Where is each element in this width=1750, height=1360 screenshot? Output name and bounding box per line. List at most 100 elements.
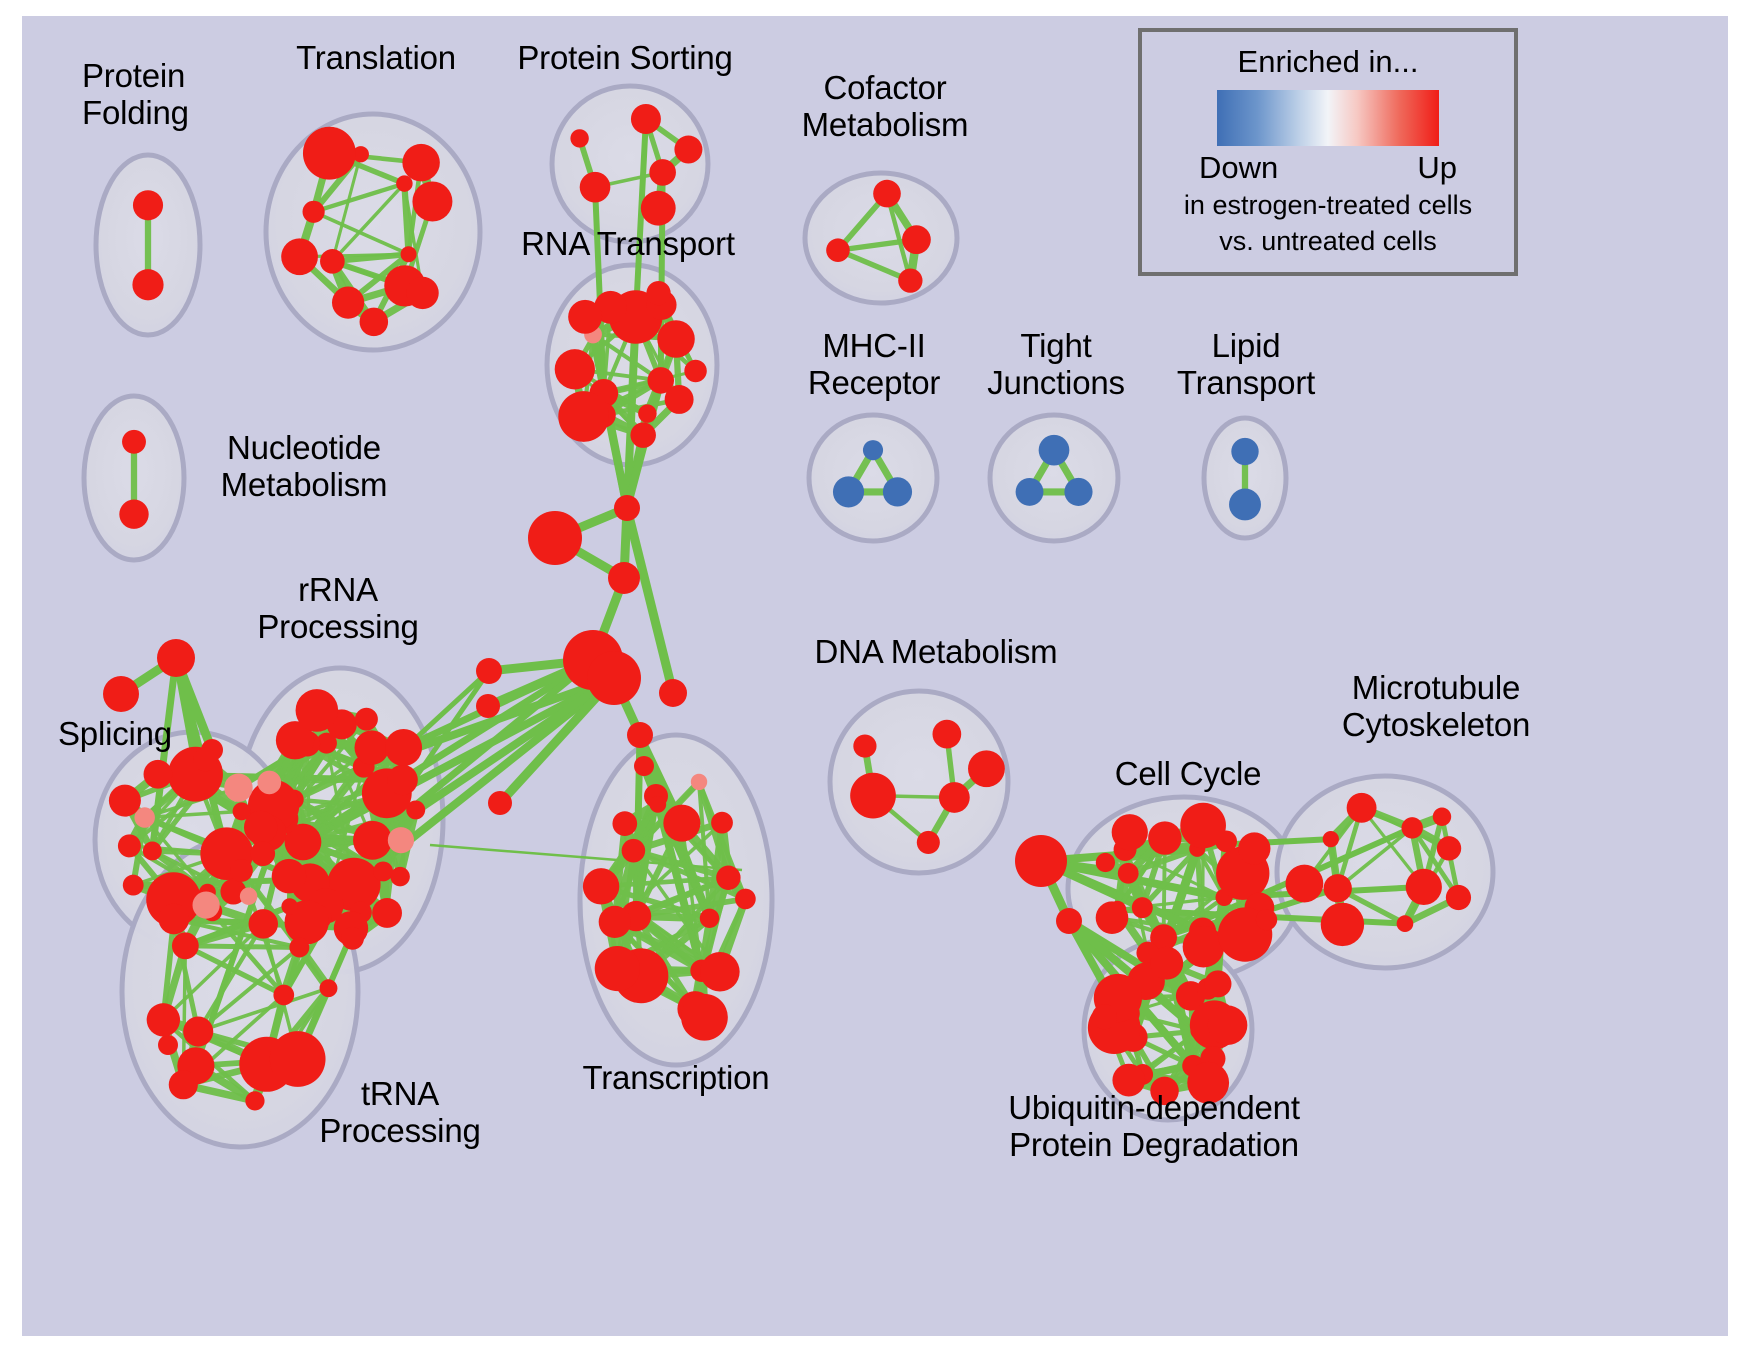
cluster-label-rna-transport: RNA Transport (521, 225, 735, 262)
network-node (558, 391, 610, 442)
network-node (271, 858, 307, 894)
network-node (402, 143, 440, 182)
network-node (192, 891, 220, 919)
network-node (406, 276, 439, 310)
network-node (621, 838, 646, 863)
cluster-label-mhc-ii-receptor: MHC-II Receptor (807, 327, 941, 401)
network-node (158, 903, 190, 935)
network-node (476, 694, 500, 718)
network-node (684, 359, 707, 383)
network-node (269, 1031, 326, 1087)
network-node (243, 810, 278, 845)
network-node (630, 422, 656, 448)
network-edge (196, 945, 302, 1034)
network-node (1255, 909, 1278, 931)
network-node (1231, 437, 1259, 466)
network-node (612, 811, 638, 836)
cluster-label-translation: Translation (296, 39, 456, 76)
network-node (331, 286, 365, 319)
network-edge (631, 848, 722, 974)
network-node (158, 1035, 178, 1055)
network-node (1180, 802, 1226, 849)
network-edge (160, 916, 177, 1023)
network-edge (692, 875, 731, 1011)
network-node (638, 404, 657, 423)
network-edge (311, 181, 407, 215)
network-node (488, 791, 512, 815)
cluster-ellipse-dna-metabolism (827, 688, 1011, 876)
network-node (316, 732, 337, 754)
network-edge (598, 875, 731, 889)
network-node (134, 807, 155, 828)
network-node (674, 135, 703, 164)
network-node (1038, 434, 1070, 466)
network-edge (1335, 826, 1414, 891)
network-node (598, 905, 631, 939)
cluster-label-cofactor-metabolism: Cofactor Metabolism (801, 69, 969, 143)
network-edge (330, 152, 363, 263)
network-node (690, 773, 708, 791)
network-edge (835, 247, 914, 284)
cluster-label-splicing: Splicing (58, 715, 172, 752)
network-edge (196, 921, 266, 1034)
cluster-ellipse-mhc-ii-receptor (806, 412, 940, 544)
network-edge (622, 503, 678, 698)
network-nodes (103, 104, 1472, 1111)
network-node (1238, 832, 1271, 865)
legend-high-label: Up (1417, 150, 1457, 185)
network-edge (239, 868, 331, 990)
cluster-label-lipid-transport: Lipid Transport (1176, 327, 1316, 401)
network-node (938, 782, 970, 813)
network-node (853, 734, 877, 758)
network-node (171, 932, 199, 960)
network-node (1150, 946, 1184, 980)
network-edge (1139, 846, 1200, 911)
network-node (528, 511, 582, 565)
network-node (898, 268, 923, 293)
network-node (354, 730, 390, 765)
network-node (1204, 970, 1232, 998)
network-edge (632, 116, 649, 321)
network-node (594, 290, 628, 324)
network-node (353, 820, 392, 860)
network-node (257, 770, 282, 795)
network-node (826, 238, 850, 263)
network-node (664, 384, 694, 414)
network-node (385, 729, 423, 767)
network-node (183, 1016, 214, 1047)
network-edge (633, 913, 698, 1012)
network-node (587, 651, 641, 705)
network-node (359, 307, 389, 337)
network-node (387, 827, 415, 854)
network-node (916, 830, 940, 854)
network-node (390, 866, 410, 887)
network-node (630, 104, 661, 134)
network-node (396, 175, 413, 192)
network-node (1432, 807, 1452, 827)
network-node (281, 238, 318, 276)
network-node (1112, 1063, 1146, 1097)
network-node (132, 190, 164, 221)
network-node (284, 823, 322, 861)
network-node (122, 429, 146, 454)
network-node (232, 802, 251, 821)
network-node (476, 658, 502, 684)
network-node (275, 721, 315, 760)
network-edge (633, 896, 749, 919)
network-node (103, 676, 139, 712)
network-node (1229, 488, 1261, 521)
network-node (224, 773, 253, 802)
cluster-label-protein-sorting: Protein Sorting (517, 39, 733, 76)
network-node (902, 225, 931, 255)
network-node (1131, 897, 1153, 919)
network-node (1015, 477, 1044, 506)
network-node (1445, 884, 1472, 911)
network-node (387, 764, 418, 796)
network-node (1150, 924, 1177, 952)
network-node (230, 859, 253, 882)
network-node (735, 888, 756, 910)
network-edge (142, 809, 244, 820)
network-edge (311, 209, 411, 257)
